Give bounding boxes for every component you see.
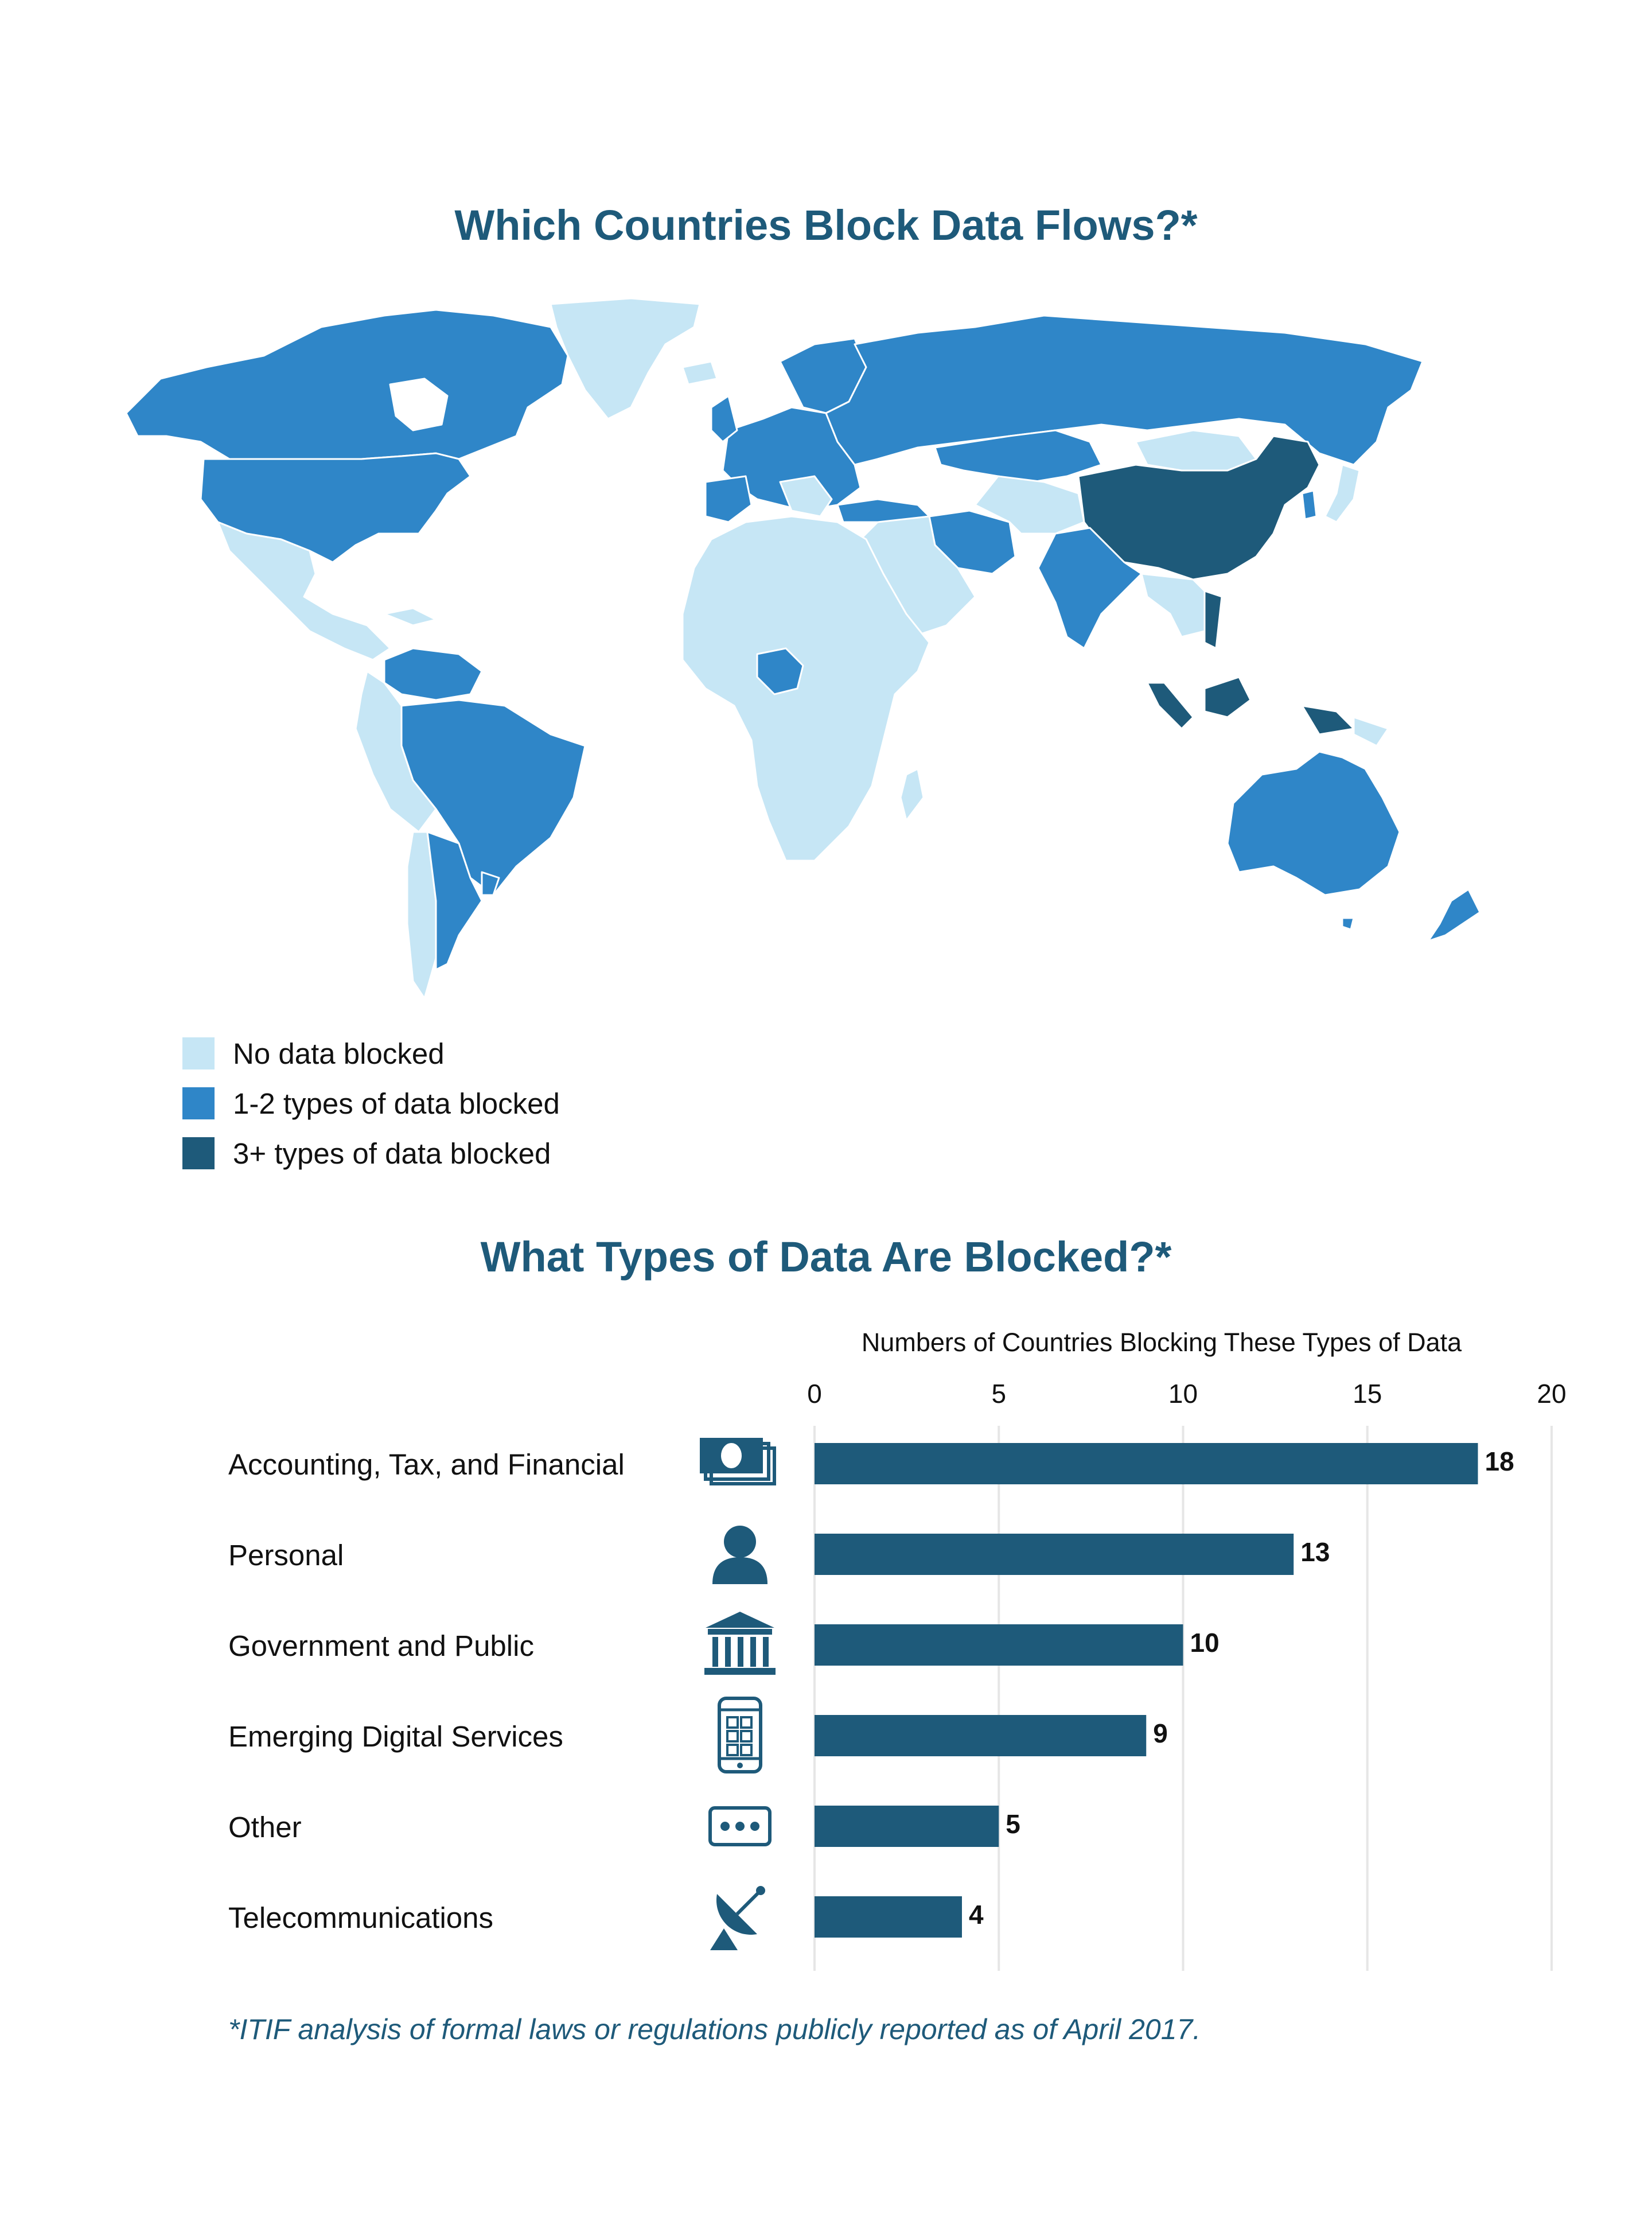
data-label-4: 5 [1006,1809,1020,1839]
region-korea [1301,489,1318,520]
legend-label-some: 1-2 types of data blocked [233,1087,560,1120]
legend-item-many: 3+ types of data blocked [182,1135,560,1171]
category-label-1: Personal [228,1539,344,1572]
bar-chart-title: What Types of Data Are Blocked?* [480,1233,1172,1281]
category-label-2: Government and Public [228,1629,534,1662]
category-label-0: Accounting, Tax, and Financial [228,1448,625,1481]
legend-swatch-none [182,1037,215,1069]
x-tick-label-20: 20 [1537,1379,1566,1409]
region-venezuela [383,647,483,701]
bar-4 [815,1806,999,1847]
legend-swatch-some [182,1087,215,1119]
world-map [115,293,1549,1016]
legend-item-some: 1-2 types of data blocked [182,1086,560,1121]
x-tick-label-5: 5 [991,1379,1006,1409]
legend-label-many: 3+ types of data blocked [233,1137,551,1170]
legend-item-none: No data blocked [182,1036,560,1071]
region-png [1353,716,1389,747]
legend-swatch-many [182,1137,215,1169]
region-greenland [550,297,701,420]
map-legend: No data blocked 1-2 types of data blocke… [182,1036,560,1185]
x-tick-label-0: 0 [807,1379,822,1409]
region-uk [710,395,738,443]
bar-2 [815,1624,1183,1666]
category-label-3: Emerging Digital Services [228,1720,563,1753]
satellite-dish-icon [710,1886,765,1950]
region-iceland [681,360,718,386]
region-hudson-bay [389,378,449,431]
bar-0 [815,1443,1478,1484]
more-dots-icon [708,1806,772,1846]
region-nigeria [756,647,804,695]
footnote: *ITIF analysis of formal laws or regulat… [228,2013,1201,2045]
x-tick-label-15: 15 [1353,1379,1382,1409]
region-uruguay [481,871,500,896]
smartphone-icon [718,1697,762,1773]
region-india [1037,527,1143,649]
region-mongolia [1135,429,1257,472]
x-axis-label: Numbers of Countries Blocking These Type… [862,1328,1462,1357]
bar-1 [815,1534,1294,1575]
bar-5 [815,1896,962,1938]
region-africa [681,515,930,862]
region-australia [1226,750,1401,896]
region-papua [1301,705,1355,736]
category-label-5: Telecommunications [228,1901,494,1934]
x-tick-label-10: 10 [1168,1379,1198,1409]
region-southeast-asia [1140,573,1217,638]
data-label-5: 4 [969,1900,984,1930]
data-label-3: 9 [1153,1718,1168,1748]
region-kazakhstan [934,429,1102,483]
region-borneo [1203,676,1252,718]
money-icon [700,1438,776,1485]
region-tasmania [1341,917,1355,931]
category-label-4: Other [228,1811,302,1843]
region-sumatra [1146,682,1194,730]
region-russia [825,314,1424,466]
data-label-1: 13 [1300,1537,1330,1567]
region-caribbean [383,607,437,627]
region-iberia [704,475,753,523]
map-title: Which Countries Block Data Flows?* [454,201,1198,249]
legend-label-none: No data blocked [233,1037,445,1070]
region-peru [354,670,437,833]
region-balkans [779,475,833,518]
region-canada [125,309,569,460]
region-vietnam [1203,590,1223,649]
bar-3 [815,1715,1147,1756]
region-mexico [217,521,391,661]
region-new-zealand [1427,888,1481,942]
data-label-0: 18 [1485,1446,1514,1476]
region-argentina [426,831,483,971]
data-label-2: 10 [1190,1628,1219,1658]
person-icon [712,1526,767,1584]
region-madagascar [899,768,925,822]
government-building-icon [704,1612,776,1675]
region-japan [1324,464,1361,523]
